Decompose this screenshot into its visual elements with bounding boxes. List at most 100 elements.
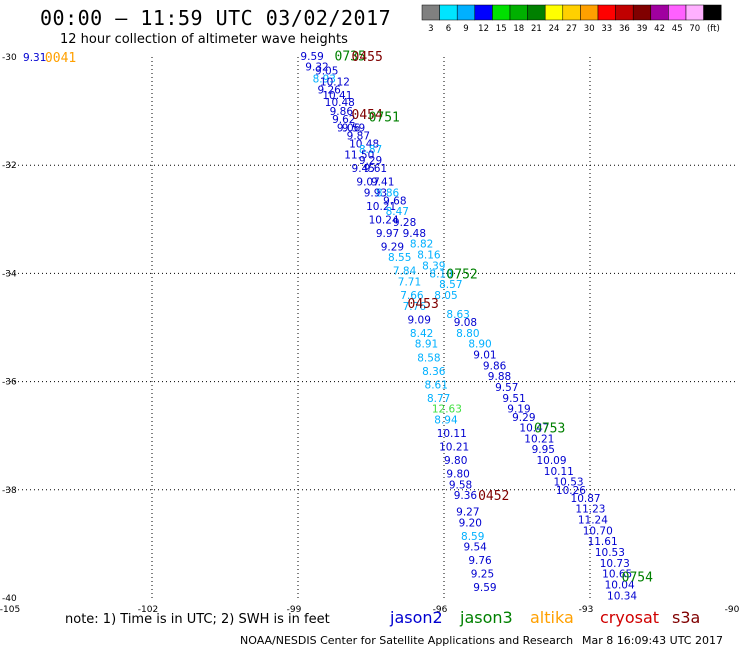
wave-height-point: 9.41 [371, 176, 394, 188]
colorbar-label: 12 [478, 24, 489, 34]
wave-height-point: 11.23 [575, 504, 605, 516]
wave-height-point: 8.42 [410, 328, 433, 340]
wave-height-point: 10.53 [595, 547, 625, 559]
wave-height-point: 9.29 [359, 155, 382, 167]
colorbar-swatch [615, 4, 634, 21]
wave-height-point: 8.77 [427, 393, 450, 405]
wave-height-point: 9.61 [364, 163, 387, 175]
wave-height-point: 8.87 [359, 144, 382, 156]
credit-text: NOAA/NESDIS Center for Satellite Applica… [240, 634, 574, 647]
colorbar-label: 6 [446, 24, 451, 34]
page-title: 00:00 – 11:59 UTC 03/02/2017 [40, 6, 392, 30]
wave-height-point: 10.48 [349, 139, 379, 151]
wave-height-point: 10.04 [605, 579, 635, 591]
wave-height-point: 8.39 [422, 260, 445, 272]
legend-s3a: s3a [672, 608, 701, 627]
pass-time-label: 0452 [478, 489, 509, 504]
wave-height-point: 10.11 [437, 428, 467, 440]
x-tick-label: -102 [138, 605, 158, 615]
wave-height-point: 9.31 [23, 52, 46, 64]
wave-height-point: 8.63 [446, 309, 469, 321]
wave-height-point: 8.80 [456, 328, 479, 340]
wave-height-point: 8.93 [313, 74, 336, 86]
colorbar-label: 30 [584, 24, 595, 34]
wave-height-point: 8.82 [410, 239, 433, 251]
colorbar-swatch [562, 4, 581, 21]
wave-height-point: 10.47 [519, 423, 549, 435]
colorbar-swatch [668, 4, 687, 21]
y-tick-label: -32 [2, 161, 17, 171]
colorbar-label: 27 [566, 24, 577, 34]
page-subtitle: 12 hour collection of altimeter wave hei… [60, 32, 348, 47]
colorbar-label: 42 [654, 24, 665, 34]
legend-jason3: jason3 [460, 608, 513, 627]
wave-height-point: 10.48 [325, 97, 355, 109]
wave-height-point: 8.16 [417, 249, 441, 261]
colorbar-label: 3 [428, 24, 433, 34]
wave-height-point: 10.41 [322, 90, 352, 102]
wave-height-point: 8.57 [439, 279, 462, 291]
wave-height-point: 11.61 [588, 536, 618, 548]
legend-cryosat: cryosat [600, 608, 660, 627]
axis-labels: -105 -102 -99 -96 -93 -90 -30 -32 -34 -36 -38 -40 [0, 53, 740, 615]
wave-height-point: 10.21 [439, 442, 469, 454]
pass-time-label: 0455 [352, 50, 383, 65]
y-tick-label: -36 [2, 378, 17, 388]
colorbar-label: 15 [496, 24, 507, 34]
x-tick-label: -99 [287, 605, 302, 615]
wave-height-point: 9.08 [454, 317, 477, 329]
wave-height-point: 10.87 [571, 493, 601, 505]
y-tick-label: -40 [2, 594, 17, 604]
wave-height-point: 8.36 [422, 366, 446, 378]
wave-height-point: 9.48 [403, 228, 426, 240]
colorbar-label: 39 [637, 24, 648, 34]
wave-height-point: 7.71 [398, 277, 421, 289]
wave-height-point: 10.34 [607, 590, 637, 602]
wave-height-point: 11.24 [578, 515, 608, 527]
pass-time-label: 0735 [335, 49, 366, 64]
wave-height-point: 9.87 [347, 130, 370, 142]
wave-height-point: 7.76 [403, 301, 427, 313]
colorbar-swatch [685, 4, 704, 21]
wave-height-point: 8.94 [434, 414, 458, 426]
legend-altika: altika [530, 608, 574, 627]
pass-time-label: 0041 [45, 51, 76, 66]
wave-height-point: 11.50 [344, 149, 374, 161]
x-tick-label: -90 [725, 605, 740, 615]
footer-note: note: 1) Time is in UTC; 2) SWH is in fe… [65, 612, 330, 627]
wave-height-point: 9.86 [330, 106, 354, 118]
wave-height-point: 12.63 [432, 404, 462, 416]
wave-height-point: 8.86 [376, 187, 400, 199]
wave-height-point: 10.70 [583, 525, 613, 537]
colorbar-label: (ft) [707, 24, 720, 34]
colorbar-swatch [456, 4, 476, 21]
colorbar-swatch [439, 4, 458, 21]
colorbar-swatch [474, 4, 493, 21]
wave-height-point: 8.10 [429, 268, 452, 280]
colorbar-label: 24 [549, 24, 560, 34]
wave-height-point: 9.97 [376, 228, 399, 240]
wave-height-point: 9.59 [473, 582, 496, 594]
wave-height-point: 10.09 [536, 455, 566, 467]
colorbar-swatch [597, 4, 616, 21]
data-points: 9.31 9.599.329.058.9310.129.2610.4110.489… [23, 51, 637, 602]
wave-height-point: 9.45 [352, 163, 375, 175]
colorbar-swatch [509, 4, 528, 21]
wave-height-point: 9.57 [495, 382, 518, 394]
wave-height-point: 10.26 [556, 485, 586, 497]
x-tick-label: -93 [579, 605, 594, 615]
wave-height-point: 9.32 [305, 62, 328, 74]
wave-height-point: 10.12 [320, 76, 350, 88]
wave-height-point: 9.36 [454, 490, 478, 502]
pass-time-label: 0453 [408, 297, 439, 312]
pass-time-label: 0751 [369, 111, 400, 126]
wave-height-point: 9.26 [317, 84, 341, 96]
colorbar-label: 70 [689, 24, 700, 34]
wave-height-point: 9.51 [502, 393, 525, 405]
x-tick-label: -96 [433, 605, 448, 615]
colorbar-swatch [421, 4, 440, 21]
wave-height-point: 9.07 [356, 176, 379, 188]
colorbar-label: 21 [531, 24, 542, 34]
wave-height-point: 9.93 [364, 187, 387, 199]
